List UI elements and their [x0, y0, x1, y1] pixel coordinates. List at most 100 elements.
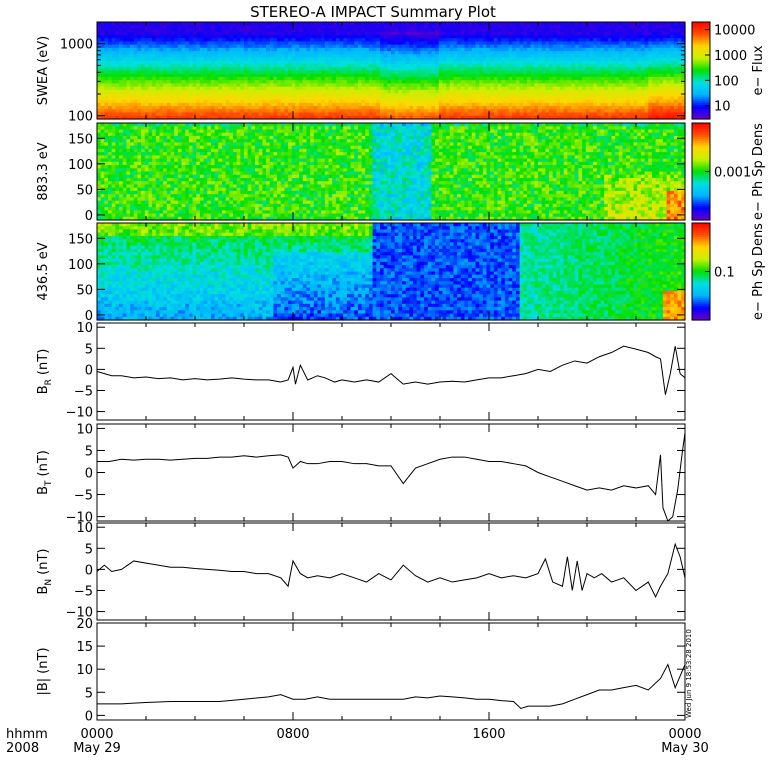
heatmap-cell — [313, 54, 319, 59]
heatmap-cell — [339, 41, 344, 46]
heatmap-cell — [416, 67, 421, 72]
heatmap-cell — [571, 86, 576, 91]
heatmap-cell — [262, 31, 267, 36]
heatmap-cell — [596, 109, 602, 114]
heatmap-cell — [295, 96, 300, 101]
heatmap-cell — [225, 34, 230, 39]
heatmap-cell — [453, 109, 458, 114]
heatmap-cell — [651, 80, 657, 85]
heatmap-cell — [346, 41, 352, 46]
heatmap-cell — [409, 60, 414, 65]
heatmap-cell — [313, 34, 319, 39]
heatmap-cell — [214, 51, 219, 55]
heatmap-cell — [170, 112, 175, 117]
heatmap-cell — [306, 34, 311, 39]
heatmap-cell — [141, 38, 146, 42]
heatmap-cell — [346, 70, 352, 75]
heatmap-cell — [574, 31, 580, 36]
heatmap-cell — [655, 102, 660, 107]
heatmap-cell — [332, 47, 337, 52]
heatmap-cell — [218, 60, 223, 65]
heatmap-cell — [177, 70, 183, 75]
heatmap-cell — [409, 102, 414, 107]
heatmap-cell — [666, 38, 671, 42]
heatmap-cell — [622, 86, 627, 91]
heatmap-cell — [405, 112, 410, 117]
heatmap-cell — [240, 109, 245, 114]
heatmap-cell — [394, 76, 399, 81]
heatmap-cell — [541, 86, 546, 91]
heatmap-cell — [651, 41, 657, 46]
heatmap-cell — [611, 60, 616, 65]
heatmap-cell — [258, 41, 263, 46]
heatmap-cell — [236, 22, 241, 26]
heatmap-cell — [97, 89, 102, 94]
heatmap-cell — [199, 80, 205, 85]
heatmap-cell — [324, 80, 330, 85]
heatmap-cell — [585, 73, 591, 78]
heatmap-cell — [508, 22, 513, 26]
heatmap-cell — [596, 102, 602, 107]
heatmap-cell — [383, 96, 388, 101]
heatmap-cell — [607, 96, 613, 101]
heatmap-cell — [567, 93, 572, 97]
heatmap-cell — [196, 28, 201, 33]
heatmap-cell — [637, 64, 642, 68]
heatmap-cell — [453, 99, 458, 104]
heatmap-cell — [512, 73, 517, 78]
heatmap-cell — [288, 38, 293, 42]
heatmap-cell — [111, 112, 116, 117]
heatmap-cell — [247, 99, 252, 104]
heatmap-cell — [523, 41, 528, 46]
heatmap-cell — [567, 22, 572, 26]
heatmap-cell — [651, 70, 657, 75]
heatmap-cell — [144, 73, 150, 78]
heatmap-cell — [328, 64, 333, 68]
heatmap-cell — [545, 28, 550, 33]
heatmap-cell — [141, 102, 146, 107]
heatmap-cell — [108, 112, 113, 117]
heatmap-cell — [501, 60, 506, 65]
heatmap-cell — [302, 67, 308, 72]
heatmap-cell — [174, 109, 179, 114]
heatmap-cell — [655, 112, 660, 117]
heatmap-cell — [493, 54, 499, 59]
heatmap-cell — [97, 106, 102, 110]
heatmap-cell — [229, 70, 234, 75]
heatmap-cell — [269, 38, 274, 42]
heatmap-cell — [221, 44, 227, 49]
heatmap-cell — [266, 109, 271, 114]
heatmap-cell — [321, 60, 326, 65]
heatmap-cell — [321, 106, 326, 110]
heatmap-cell — [306, 47, 311, 52]
heatmap-cell — [372, 41, 377, 46]
heatmap-cell — [490, 22, 495, 26]
heatmap-cell — [122, 106, 127, 110]
heatmap-cell — [515, 22, 521, 26]
heatmap-cell — [515, 38, 521, 42]
heatmap-cell — [504, 112, 510, 117]
heatmap-cell — [343, 89, 348, 94]
heatmap-cell — [468, 99, 473, 104]
heatmap-cell — [255, 89, 260, 94]
heatmap-cell — [622, 112, 627, 117]
heatmap-cell — [273, 99, 278, 104]
heatmap-cell — [350, 89, 355, 94]
heatmap-cell — [339, 60, 344, 65]
heatmap-cell — [677, 112, 682, 117]
heatmap-cell — [420, 31, 425, 36]
heatmap-cell — [232, 106, 238, 110]
heatmap-cell — [152, 83, 157, 88]
heatmap-cell — [306, 41, 311, 46]
heatmap-cell — [523, 89, 528, 94]
heatmap-cell — [398, 76, 403, 81]
heatmap-cell — [655, 60, 660, 65]
heatmap-cell — [196, 54, 201, 59]
heatmap-cell — [438, 93, 444, 97]
heatmap-cell — [255, 44, 260, 49]
heatmap-cell — [335, 70, 341, 75]
heatmap-cell — [534, 80, 539, 85]
heatmap-cell — [155, 73, 161, 78]
heatmap-cell — [582, 73, 587, 78]
heatmap-cell — [611, 83, 616, 88]
